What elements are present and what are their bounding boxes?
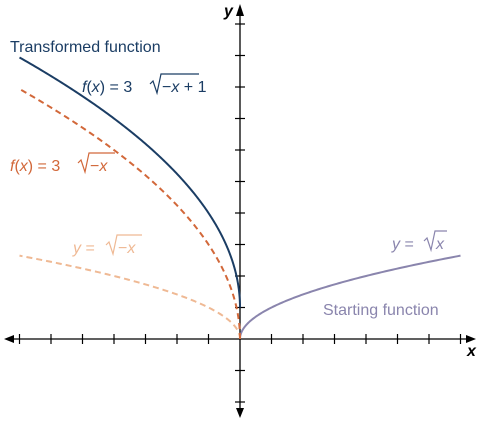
x-axis-arrow-left	[4, 335, 14, 343]
curves	[19, 56, 461, 340]
label-y-x: y = x	[391, 230, 447, 253]
svg-text:f(x) = 3: f(x) = 3	[82, 79, 132, 96]
radical-sign	[105, 234, 142, 257]
x-axis-label: x	[466, 343, 477, 360]
label-f-scaled: f(x) = 3 −x	[10, 152, 115, 175]
series-line-1	[19, 254, 241, 340]
svg-text:y =: y =	[391, 236, 414, 253]
svg-text:−x + 1: −x + 1	[162, 79, 207, 96]
radical-sign	[423, 230, 447, 253]
series-line-2	[19, 88, 241, 340]
series-line-3	[19, 56, 241, 308]
radical-sign	[77, 152, 115, 175]
radical-sign	[149, 73, 199, 96]
axes	[4, 4, 476, 418]
svg-text:y =: y =	[72, 240, 95, 257]
x-axis-arrow-right	[466, 335, 476, 343]
svg-text:x: x	[435, 236, 445, 253]
svg-text:−x: −x	[90, 158, 108, 175]
y-axis-arrow-down	[236, 408, 244, 418]
series-line-0	[239, 254, 461, 340]
svg-text:−x: −x	[118, 240, 136, 257]
transformed-function-label: Transformed function	[10, 39, 161, 56]
y-axis-arrow-up	[236, 4, 244, 16]
starting-function-label: Starting function	[323, 302, 439, 319]
svg-text:f(x) = 3: f(x) = 3	[10, 158, 60, 175]
label-f-transformed: f(x) = 3 −x + 1	[82, 73, 207, 96]
label-y-neg-x: y = −x	[72, 234, 142, 257]
y-axis-label: y	[223, 3, 234, 20]
